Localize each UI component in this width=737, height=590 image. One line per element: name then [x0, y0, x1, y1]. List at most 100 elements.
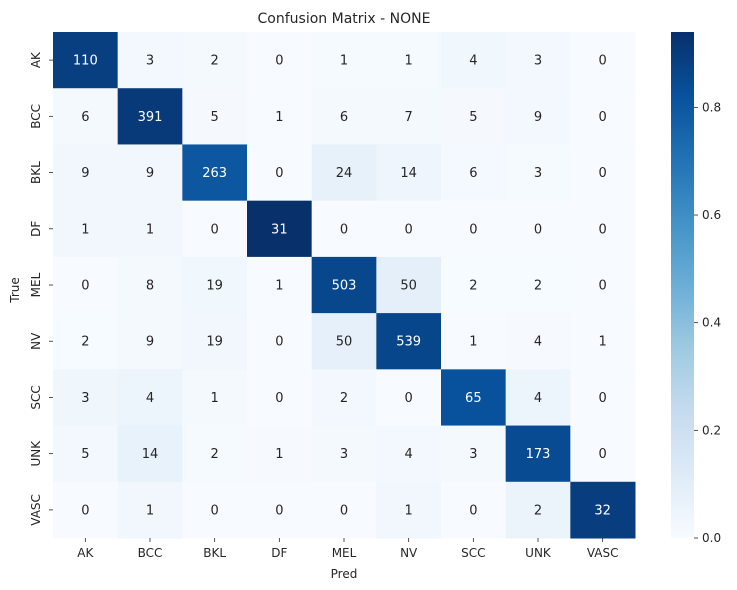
cell-value-label: 539 [396, 335, 421, 350]
heatmap-cell [376, 313, 442, 370]
x-tick-label: VASC [587, 546, 619, 560]
cell-value-label: 263 [202, 166, 227, 181]
cell-value-label: 5 [469, 110, 477, 125]
heatmap-cell [441, 313, 507, 370]
heatmap-cell [505, 369, 571, 427]
cell-value-label: 0 [405, 391, 413, 406]
cell-value-label: 4 [469, 54, 477, 69]
cell-value-label: 0 [211, 503, 219, 518]
cell-value-label: 1 [405, 503, 413, 518]
heatmap-cell [53, 256, 119, 314]
heatmap-cell [441, 369, 507, 427]
heatmap-cells: 110 3 2 0 1 1 4 3 06 391 5 1 6 7 5 9 09 9 263 0 24 14 6 3 01 1 0 31… [53, 32, 636, 539]
heatmap-cell [505, 481, 571, 539]
x-axis-ticks: AK BCC BKL DF MEL NV SCC UNK VASC [77, 538, 618, 560]
heatmap-cell [376, 256, 442, 314]
cell-value-label: 0 [211, 222, 219, 237]
heatmap-cell [570, 369, 636, 427]
heatmap-cell [247, 200, 313, 258]
cell-value-label: 3 [340, 447, 348, 462]
heatmap-cell [53, 369, 119, 427]
cell-value-label: 2 [340, 391, 348, 406]
cell-value-label: 50 [400, 279, 417, 294]
cell-value-label: 9 [146, 166, 154, 181]
heatmap-cell [505, 425, 571, 483]
cell-value-label: 3 [534, 54, 542, 69]
cell-value-label: 4 [534, 335, 542, 350]
heatmap-cell [117, 481, 183, 539]
heatmap-cell [117, 256, 183, 314]
x-tick-label: DF [271, 546, 287, 560]
heatmap-cell [441, 481, 507, 539]
y-tick-label: UNK [29, 440, 43, 467]
colorbar [671, 32, 694, 538]
colorbar-tick-label: 0.8 [702, 100, 721, 114]
heatmap-cell [311, 256, 377, 314]
cell-value-label: 0 [275, 54, 283, 69]
cell-value-label: 6 [340, 110, 348, 125]
heatmap-cell [570, 144, 636, 202]
y-tick-label: BKL [29, 161, 43, 184]
cell-value-label: 2 [534, 503, 542, 518]
colorbar-ticks: 0.0 0.2 0.4 0.6 0.8 [694, 100, 721, 545]
chart-title: Confusion Matrix - NONE [258, 11, 431, 27]
x-tick-label: NV [400, 546, 418, 560]
y-axis-label: True [8, 277, 22, 304]
heatmap-cell [53, 144, 119, 202]
heatmap-cell [53, 88, 119, 145]
cell-value-label: 173 [526, 447, 551, 462]
heatmap-cell [376, 32, 442, 89]
heatmap-cell [53, 481, 119, 539]
heatmap-cell [376, 88, 442, 145]
heatmap-cell [376, 425, 442, 483]
cell-value-label: 3 [146, 54, 154, 69]
cell-value-label: 0 [275, 503, 283, 518]
cell-value-label: 1 [340, 54, 348, 69]
y-tick-label: NV [29, 332, 43, 350]
heatmap-cell [117, 200, 183, 258]
heatmap-cell [53, 425, 119, 483]
heatmap-cell [182, 369, 248, 427]
cell-value-label: 4 [405, 447, 413, 462]
cell-value-label: 110 [73, 54, 98, 69]
cell-value-label: 0 [599, 447, 607, 462]
heatmap-cell [441, 200, 507, 258]
y-tick-label: MEL [29, 272, 43, 297]
x-tick-label: BKL [203, 546, 226, 560]
heatmap-cell [311, 200, 377, 258]
cell-value-label: 50 [336, 335, 353, 350]
heatmap-cell [441, 425, 507, 483]
heatmap-cell [311, 369, 377, 427]
heatmap-cell [570, 32, 636, 89]
y-tick-label: DF [29, 221, 43, 237]
heatmap-cell [247, 369, 313, 427]
heatmap-cell [505, 256, 571, 314]
y-tick-label: VASC [29, 494, 43, 526]
heatmap-cell [182, 200, 248, 258]
cell-value-label: 9 [534, 110, 542, 125]
heatmap-cell [311, 88, 377, 145]
heatmap-cell [505, 313, 571, 370]
cell-value-label: 31 [271, 222, 288, 237]
x-axis-label: Pred [331, 567, 358, 581]
heatmap-cell [53, 313, 119, 370]
cell-value-label: 0 [599, 279, 607, 294]
cell-value-label: 0 [275, 335, 283, 350]
heatmap-cell [247, 88, 313, 145]
heatmap-cell [247, 425, 313, 483]
heatmap-cell [441, 256, 507, 314]
cell-value-label: 2 [211, 447, 219, 462]
cell-value-label: 1 [405, 54, 413, 69]
heatmap-cell [570, 313, 636, 370]
heatmap-cell [117, 32, 183, 89]
cell-value-label: 5 [211, 110, 219, 125]
cell-value-label: 1 [469, 335, 477, 350]
cell-value-label: 1 [146, 222, 154, 237]
cell-value-label: 32 [594, 503, 611, 518]
heatmap-cell [376, 369, 442, 427]
heatmap-cell [311, 481, 377, 539]
heatmap-cell [182, 144, 248, 202]
cell-value-label: 0 [81, 279, 89, 294]
cell-value-label: 0 [469, 222, 477, 237]
heatmap-cell [53, 32, 119, 89]
